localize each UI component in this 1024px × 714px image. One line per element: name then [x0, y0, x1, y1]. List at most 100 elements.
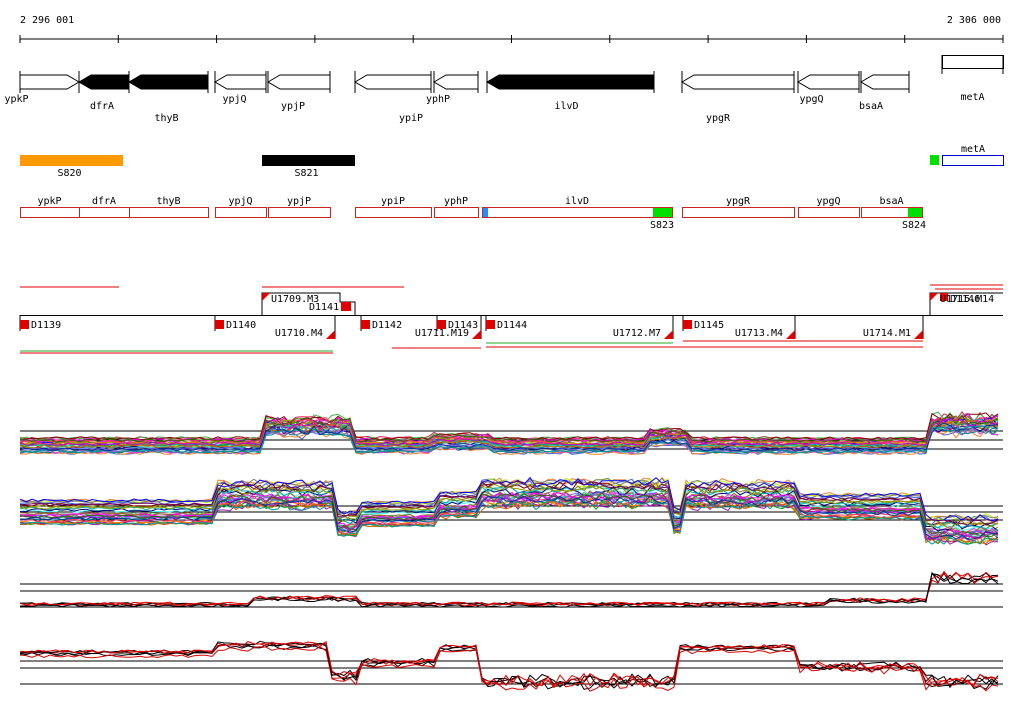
- expression-trace: [19, 411, 999, 441]
- tu-down-marker: [215, 320, 224, 329]
- segment-track: S820 S821: [20, 155, 355, 179]
- gene-label: thyB: [154, 113, 178, 124]
- u1709-label: U1709.M3: [271, 294, 319, 305]
- gene-box: [20, 207, 80, 218]
- gene-arrow: [354, 74, 432, 90]
- segment-label: S821: [294, 168, 318, 179]
- gene-box-label: thyB: [156, 196, 180, 207]
- s823-marker: [653, 207, 672, 217]
- tu-up-marker: [786, 330, 795, 339]
- gene-box: [79, 207, 130, 218]
- tu-down-marker: [20, 320, 29, 329]
- s824-marker: [908, 207, 923, 217]
- tu-up-marker: [664, 330, 673, 339]
- gene-box: [355, 207, 432, 218]
- expression-trace: [19, 418, 999, 446]
- tu-up-marker: [914, 330, 923, 339]
- gene-box: [215, 207, 267, 218]
- tu-down-label: D1144: [497, 320, 527, 331]
- gene-box: [268, 207, 331, 218]
- gene-arrow: [486, 74, 655, 90]
- gene-label: ypjQ: [222, 94, 246, 105]
- tu-up-label: U1712.M7: [613, 328, 661, 339]
- tu-up-label: U1711.M19: [415, 328, 469, 339]
- tu-up-label: U1714.M1: [863, 328, 911, 339]
- gene-arrow: [860, 74, 910, 90]
- gene-label: ilvD: [554, 101, 578, 112]
- gene-label: yphP: [426, 94, 450, 105]
- meta-box-label: metA: [961, 144, 985, 155]
- expression-trace: [19, 641, 999, 687]
- segment-bar: [262, 155, 355, 166]
- start-coordinate: 2 296 001: [20, 15, 74, 26]
- tu-up-marker: [326, 330, 335, 339]
- expression-trace: [19, 570, 999, 606]
- tu-down-label: D1140: [226, 320, 256, 331]
- tu-up-label: U1713.M4: [735, 328, 783, 339]
- gene-arrow: [681, 74, 795, 90]
- gene-label: ypkP: [4, 94, 28, 105]
- gene-box-label: ilvD: [565, 196, 589, 207]
- expression-trace: [19, 476, 999, 522]
- gene-box: [861, 207, 923, 218]
- transcription-unit-track: U1709.M3 D1141 U1715.M14 D1146 D1139 D114…: [19, 284, 1003, 354]
- gene-box: [682, 207, 795, 218]
- expression-trace: [19, 414, 999, 443]
- ilvD-start-marker: [482, 207, 488, 217]
- gene-label: ypgR: [706, 113, 731, 124]
- gene-box: [798, 207, 860, 218]
- end-coordinate: 2 306 000: [947, 15, 1001, 26]
- expression-panel-2: [19, 476, 1003, 546]
- gene-box-label: bsaA: [879, 196, 903, 207]
- expression-trace: [19, 422, 999, 452]
- meta-box: [942, 155, 1004, 166]
- coordinate-ruler: 2 296 001 2 306 000: [19, 15, 1004, 43]
- tu-down-marker: [437, 320, 446, 329]
- expression-trace: [19, 416, 999, 444]
- gene-label: ypjP: [281, 101, 305, 112]
- gene-arrow: [78, 74, 130, 90]
- gene-label: dfrA: [90, 101, 114, 112]
- gene-box-label: dfrA: [92, 196, 116, 207]
- tu-down-label: D1139: [31, 320, 61, 331]
- gene-label: metA: [960, 92, 984, 103]
- expression-trace: [19, 641, 999, 688]
- expression-trace: [19, 412, 999, 441]
- tu-down-marker: [486, 320, 495, 329]
- meta-green-marker: [930, 155, 939, 165]
- expression-panel-3: [19, 570, 1003, 608]
- expression-trace: [19, 480, 999, 526]
- expression-trace: [19, 491, 999, 535]
- expression-trace: [19, 494, 999, 540]
- segment-bar: [20, 155, 123, 166]
- expression-trace: [19, 425, 999, 454]
- expression-trace: [19, 573, 999, 608]
- u1715-label: U1715.M14: [940, 294, 994, 305]
- expression-trace: [19, 499, 999, 546]
- tu-up-label: U1710.M4: [275, 328, 323, 339]
- gene-box-label: ypjQ: [228, 196, 252, 207]
- tu-down-label: D1145: [694, 320, 724, 331]
- expression-trace: [19, 477, 999, 522]
- tu-down-label: D1143: [448, 320, 478, 331]
- tu-down-marker: [683, 320, 692, 329]
- gene-arrow: [128, 74, 209, 90]
- d1146-label: D1146: [950, 294, 980, 305]
- gene-arrow: [797, 74, 860, 90]
- s824-label: S824: [902, 220, 926, 231]
- expression-trace: [19, 411, 999, 441]
- tu-up-marker: [472, 330, 481, 339]
- gene-box: [434, 207, 479, 218]
- d1141-label: D1141: [309, 302, 339, 313]
- tu-down-marker: [361, 320, 370, 329]
- gene-label: ypiP: [399, 113, 423, 124]
- gene-arrow: [267, 74, 331, 90]
- gene-box-label: ypiP: [381, 196, 405, 207]
- expression-trace: [19, 419, 999, 449]
- expression-panel-1: [19, 411, 1003, 455]
- ruler-ticks: [19, 35, 1004, 43]
- gene-box: [482, 207, 673, 218]
- expression-panel-4: [19, 640, 1003, 692]
